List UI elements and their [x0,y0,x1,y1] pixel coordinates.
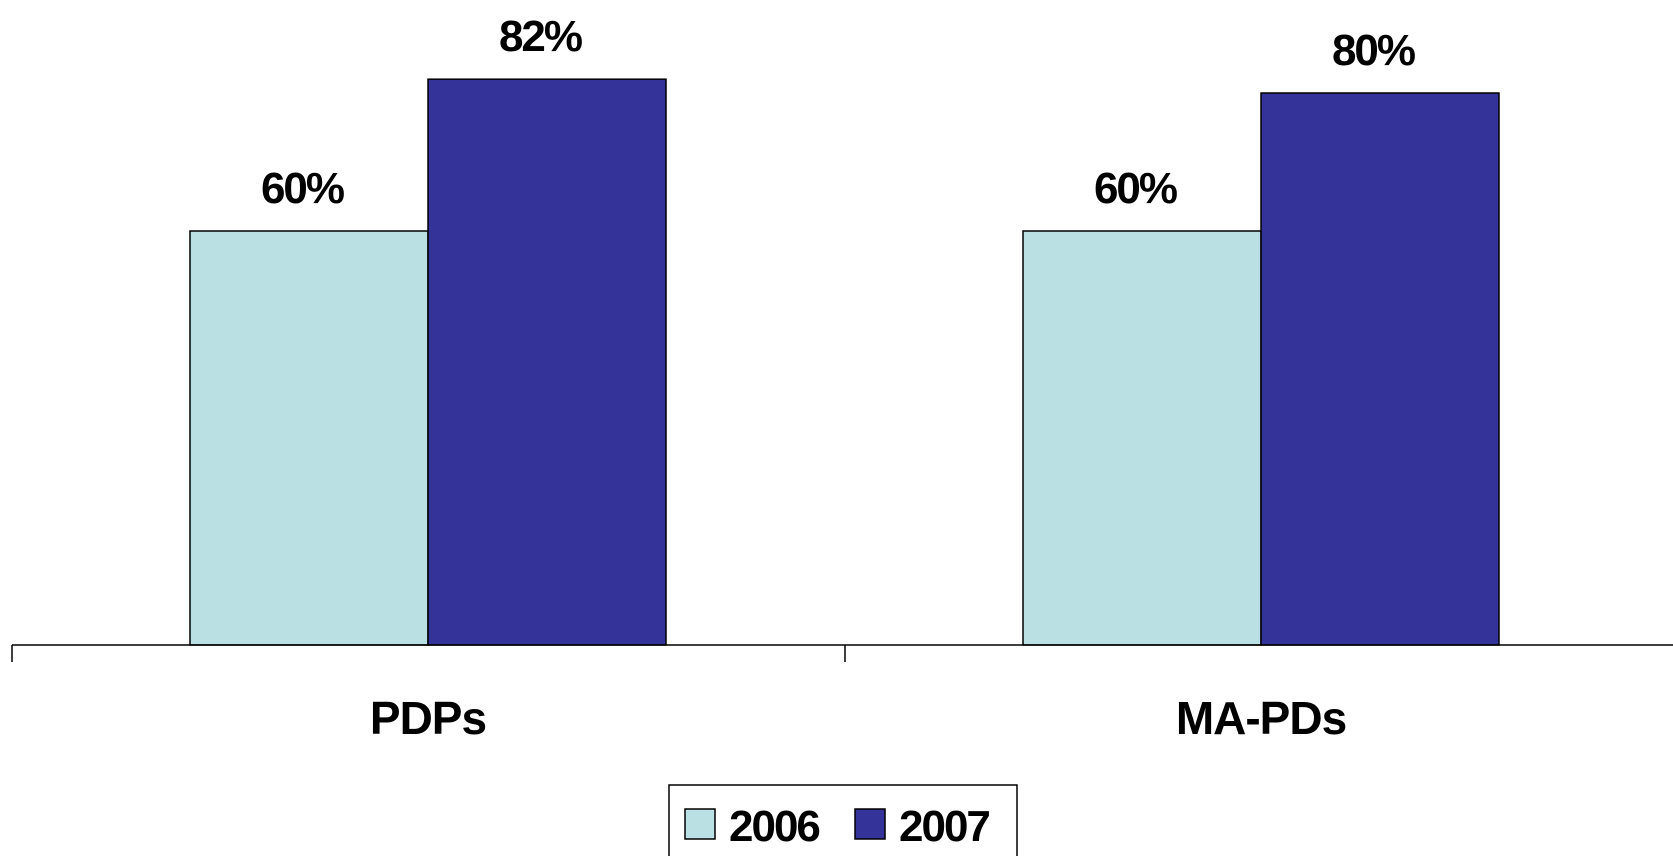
data-label-pdps-2007: 82% [499,12,582,61]
bar-pdps-2007 [427,78,667,646]
legend-swatch-2007 [854,808,886,840]
legend: 2006 2007 [668,784,1018,856]
x-axis [11,644,1673,662]
category-labels-group: PDPs MA-PDs [370,692,1347,744]
legend-label-2007: 2007 [899,802,989,851]
legend-label-2006: 2006 [729,802,819,851]
value-labels-group: 60% 82% 60% 80% [261,12,1417,213]
data-label-ma-pds-2006: 60% [1094,164,1177,213]
bars-group [189,78,1500,646]
bar-pdps-2006 [189,230,429,646]
category-label-pdps: PDPs [370,692,486,744]
legend-swatch-2006 [684,808,716,840]
legend-box [668,784,1018,856]
bar-ma-pds-2006 [1022,230,1262,646]
data-label-ma-pds-2007: 80% [1332,26,1415,75]
data-label-pdps-2006: 60% [261,164,344,213]
category-label-ma-pds: MA-PDs [1176,692,1346,744]
bar-ma-pds-2007 [1260,92,1500,646]
